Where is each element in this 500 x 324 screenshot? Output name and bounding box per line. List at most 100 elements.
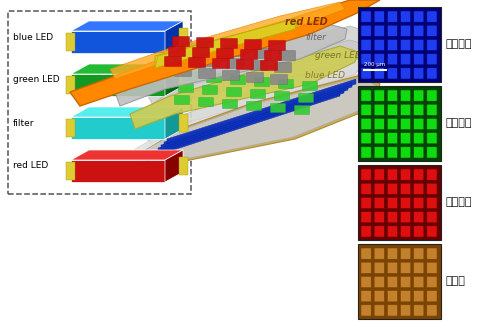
Polygon shape bbox=[130, 46, 358, 129]
FancyBboxPatch shape bbox=[427, 118, 437, 130]
FancyBboxPatch shape bbox=[400, 147, 410, 158]
FancyBboxPatch shape bbox=[172, 37, 190, 47]
Text: red LED: red LED bbox=[285, 17, 328, 27]
FancyBboxPatch shape bbox=[361, 262, 371, 273]
FancyBboxPatch shape bbox=[178, 84, 194, 92]
FancyBboxPatch shape bbox=[427, 248, 437, 259]
Polygon shape bbox=[143, 74, 380, 166]
FancyBboxPatch shape bbox=[361, 118, 371, 130]
FancyBboxPatch shape bbox=[374, 68, 384, 79]
FancyBboxPatch shape bbox=[274, 63, 291, 73]
FancyBboxPatch shape bbox=[374, 276, 384, 288]
FancyBboxPatch shape bbox=[400, 197, 410, 209]
FancyBboxPatch shape bbox=[374, 183, 384, 194]
FancyBboxPatch shape bbox=[414, 40, 424, 51]
FancyBboxPatch shape bbox=[414, 226, 424, 237]
FancyBboxPatch shape bbox=[216, 49, 234, 59]
Polygon shape bbox=[161, 85, 348, 150]
FancyBboxPatch shape bbox=[302, 82, 318, 90]
Bar bbox=[179, 157, 188, 175]
FancyBboxPatch shape bbox=[427, 226, 437, 237]
Polygon shape bbox=[71, 160, 165, 182]
Polygon shape bbox=[155, 18, 298, 68]
FancyBboxPatch shape bbox=[414, 248, 424, 259]
FancyBboxPatch shape bbox=[427, 212, 437, 223]
FancyBboxPatch shape bbox=[427, 104, 437, 115]
FancyBboxPatch shape bbox=[388, 53, 398, 65]
FancyBboxPatch shape bbox=[388, 305, 398, 316]
FancyBboxPatch shape bbox=[374, 226, 384, 237]
FancyBboxPatch shape bbox=[400, 226, 410, 237]
FancyBboxPatch shape bbox=[361, 40, 371, 51]
FancyBboxPatch shape bbox=[298, 94, 314, 102]
FancyBboxPatch shape bbox=[374, 147, 384, 158]
FancyBboxPatch shape bbox=[374, 104, 384, 115]
Text: 绻色荧光: 绻色荧光 bbox=[446, 119, 472, 129]
FancyBboxPatch shape bbox=[274, 91, 289, 100]
FancyBboxPatch shape bbox=[400, 133, 410, 144]
FancyBboxPatch shape bbox=[196, 38, 214, 48]
Polygon shape bbox=[164, 82, 352, 147]
Polygon shape bbox=[158, 88, 344, 153]
FancyBboxPatch shape bbox=[202, 56, 220, 66]
FancyBboxPatch shape bbox=[222, 99, 238, 109]
Polygon shape bbox=[143, 40, 370, 124]
FancyBboxPatch shape bbox=[278, 51, 295, 61]
Text: filter: filter bbox=[13, 119, 34, 128]
FancyBboxPatch shape bbox=[400, 183, 410, 194]
FancyBboxPatch shape bbox=[278, 79, 293, 88]
FancyBboxPatch shape bbox=[400, 11, 410, 22]
FancyBboxPatch shape bbox=[427, 197, 437, 209]
FancyBboxPatch shape bbox=[388, 276, 398, 288]
Bar bbox=[358, 165, 441, 240]
Bar bbox=[179, 71, 188, 89]
FancyBboxPatch shape bbox=[361, 212, 371, 223]
FancyBboxPatch shape bbox=[388, 104, 398, 115]
FancyBboxPatch shape bbox=[178, 54, 196, 64]
FancyBboxPatch shape bbox=[388, 118, 398, 130]
FancyBboxPatch shape bbox=[374, 305, 384, 316]
FancyBboxPatch shape bbox=[374, 90, 384, 101]
FancyBboxPatch shape bbox=[414, 104, 424, 115]
FancyBboxPatch shape bbox=[254, 77, 270, 87]
FancyBboxPatch shape bbox=[361, 276, 371, 288]
FancyBboxPatch shape bbox=[206, 74, 222, 83]
Polygon shape bbox=[145, 54, 365, 144]
FancyBboxPatch shape bbox=[388, 169, 398, 180]
FancyBboxPatch shape bbox=[250, 61, 268, 71]
FancyBboxPatch shape bbox=[414, 169, 424, 180]
FancyBboxPatch shape bbox=[400, 291, 410, 302]
Text: filter: filter bbox=[305, 33, 326, 42]
Polygon shape bbox=[71, 31, 165, 53]
FancyBboxPatch shape bbox=[361, 291, 371, 302]
FancyBboxPatch shape bbox=[414, 197, 424, 209]
FancyBboxPatch shape bbox=[388, 25, 398, 36]
Polygon shape bbox=[115, 24, 347, 106]
FancyBboxPatch shape bbox=[182, 72, 198, 80]
FancyBboxPatch shape bbox=[361, 248, 371, 259]
FancyBboxPatch shape bbox=[361, 169, 371, 180]
FancyBboxPatch shape bbox=[226, 87, 242, 97]
FancyBboxPatch shape bbox=[361, 226, 371, 237]
FancyBboxPatch shape bbox=[374, 25, 384, 36]
FancyBboxPatch shape bbox=[374, 291, 384, 302]
FancyBboxPatch shape bbox=[400, 262, 410, 273]
FancyBboxPatch shape bbox=[388, 248, 398, 259]
Polygon shape bbox=[167, 79, 356, 144]
FancyBboxPatch shape bbox=[427, 25, 437, 36]
FancyBboxPatch shape bbox=[294, 106, 310, 114]
FancyBboxPatch shape bbox=[414, 53, 424, 65]
FancyBboxPatch shape bbox=[414, 305, 424, 316]
FancyBboxPatch shape bbox=[400, 305, 410, 316]
Polygon shape bbox=[71, 117, 165, 139]
Text: red LED: red LED bbox=[13, 161, 48, 170]
FancyBboxPatch shape bbox=[244, 40, 262, 50]
FancyBboxPatch shape bbox=[246, 101, 262, 110]
FancyBboxPatch shape bbox=[374, 40, 384, 51]
FancyBboxPatch shape bbox=[427, 169, 437, 180]
FancyBboxPatch shape bbox=[427, 53, 437, 65]
FancyBboxPatch shape bbox=[388, 291, 398, 302]
Polygon shape bbox=[71, 150, 183, 160]
FancyBboxPatch shape bbox=[400, 169, 410, 180]
FancyBboxPatch shape bbox=[361, 197, 371, 209]
